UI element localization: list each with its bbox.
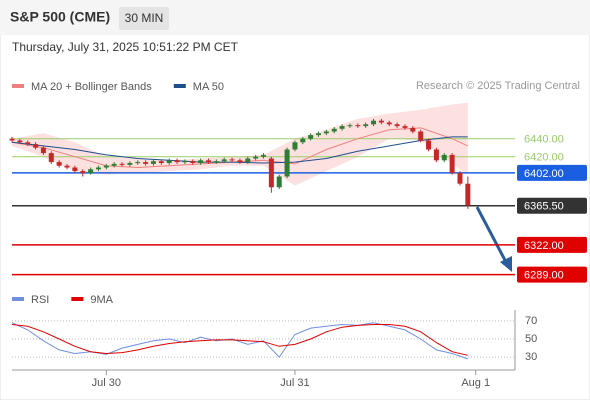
level-label: 6322.00 [524, 240, 564, 252]
candle-body [284, 149, 290, 177]
candle-body [33, 144, 39, 148]
candle-body [56, 162, 62, 166]
candle-body [174, 160, 180, 163]
candle-body [465, 183, 471, 206]
candle-body [457, 172, 463, 184]
candle-body [103, 165, 109, 168]
legend-swatch [173, 84, 186, 88]
title: S&P 500 (CME) [10, 9, 110, 25]
legend-swatch [71, 297, 84, 301]
candle-body [229, 159, 235, 161]
candle-body [127, 163, 133, 165]
level-box [517, 164, 587, 181]
series-line [11, 322, 468, 360]
candle-body [308, 135, 314, 139]
level-label: 6289.00 [524, 270, 564, 282]
candle-body [158, 161, 164, 163]
legend-label: MA 20 + Bollinger Bands [31, 81, 152, 93]
level-box [517, 236, 587, 253]
candle-body [221, 159, 227, 162]
candle-body [378, 120, 384, 123]
candle-body [253, 156, 259, 159]
candle-body [331, 128, 337, 132]
candle-body [205, 160, 211, 163]
candle-body [355, 125, 361, 127]
candle-body [40, 147, 46, 154]
level-label: 6440.00 [524, 134, 564, 146]
y-tick-label: 70 [525, 315, 537, 327]
candle-body [449, 154, 455, 173]
candle-body [363, 124, 369, 127]
candle-body [135, 162, 141, 164]
forecast-arrow-head [500, 256, 512, 272]
candle-body [237, 160, 243, 163]
level-box [517, 266, 587, 283]
candle-body [339, 126, 345, 129]
y-tick-label: 50 [525, 333, 537, 345]
candle-body [150, 161, 156, 164]
candle-body [433, 149, 439, 161]
candle-body [245, 158, 251, 163]
legend-label: 9MA [90, 294, 113, 306]
level-label: 6402.00 [524, 168, 564, 180]
candle-body [410, 127, 416, 132]
forecast-arrow [475, 206, 509, 265]
candle-body [182, 161, 188, 163]
bollinger-band [12, 102, 468, 186]
candle-body [292, 142, 298, 150]
candle-body [402, 126, 408, 128]
legend-label: RSI [31, 294, 49, 306]
level-label: 6365.50 [524, 201, 564, 213]
interval: 30 MIN [125, 11, 164, 25]
y-tick-label: 30 [525, 351, 537, 363]
x-tick-label: Aug 1 [461, 377, 490, 389]
header-bar [0, 0, 590, 35]
candle-body [119, 163, 125, 165]
x-tick-label: Jul 30 [92, 377, 121, 389]
series-line [11, 324, 468, 356]
legend-swatch [12, 297, 24, 301]
candle-body [418, 131, 424, 141]
candle-body [323, 131, 329, 134]
candle-body [166, 160, 172, 163]
candle-body [426, 140, 432, 150]
candle-body [300, 138, 306, 143]
x-tick-label: Jul 31 [280, 377, 309, 389]
candle-body [276, 176, 282, 188]
candle-body [213, 161, 219, 163]
candle-body [198, 160, 204, 163]
candle-body [25, 142, 31, 145]
candle-body [371, 120, 377, 125]
candle-body [386, 122, 392, 125]
candle-body [48, 153, 54, 163]
candle-body [72, 167, 78, 172]
candle-body [261, 154, 266, 157]
candle-body [190, 161, 196, 163]
level-box [517, 197, 587, 214]
candle-body [347, 125, 353, 127]
candle-body [111, 163, 117, 166]
legend-swatch [12, 84, 24, 88]
candle-body [64, 165, 70, 168]
interval-badge [119, 7, 169, 30]
candle-body [441, 154, 447, 161]
level-label: 6420.00 [524, 152, 564, 164]
candle-body [316, 133, 322, 136]
candle-body [17, 140, 23, 143]
candle-body [88, 169, 94, 173]
source: Research © 2025 Trading Central [416, 80, 580, 92]
candle-body [394, 124, 400, 127]
candle-body [268, 158, 274, 188]
candle-body [9, 138, 15, 141]
candle-body [143, 162, 149, 164]
timestamp: Thursday, July 31, 2025 10:51:22 PM CET [12, 40, 239, 54]
legend-label: MA 50 [193, 81, 224, 93]
candle-body [80, 171, 86, 173]
candle-body [95, 167, 101, 170]
